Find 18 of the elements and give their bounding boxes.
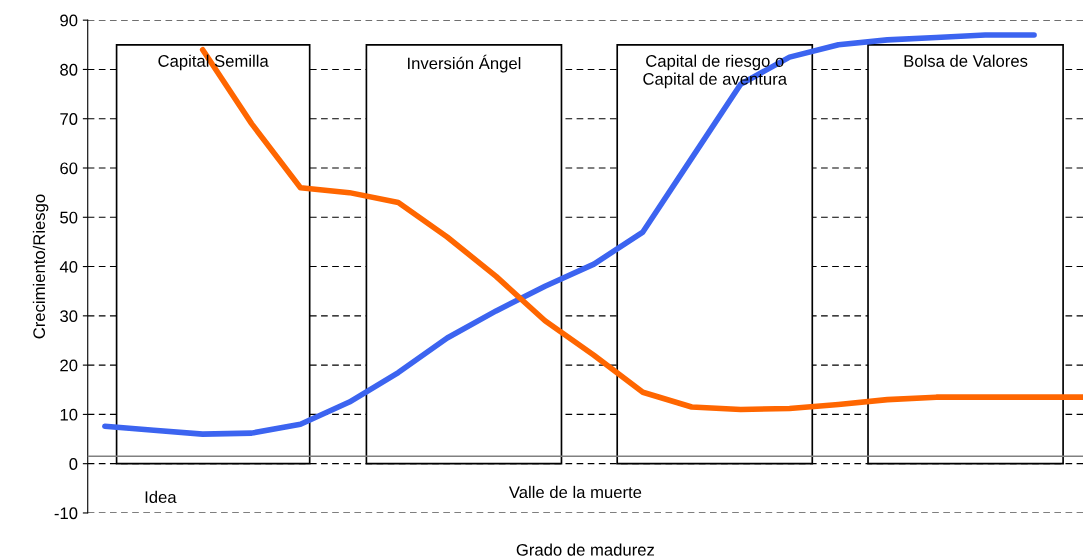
annotation: Inversión Ángel [408, 54, 521, 73]
annotation: Idea [145, 490, 177, 504]
annotation: Capital Semilla [158, 54, 269, 71]
y-axis-title: Crecimiento/Riesgo [32, 194, 49, 339]
y-tick-label: 0 [69, 458, 78, 470]
y-tick-label: 90 [60, 14, 78, 27]
y-tick-label: 60 [60, 162, 78, 175]
y-tick-label: 30 [60, 310, 78, 323]
y-tick-label: 80 [60, 63, 78, 76]
annotation: Bolsa de Valores [904, 54, 1028, 67]
annotation: Valle de la muerte [508, 485, 642, 499]
y-tick-label: -10 [54, 507, 78, 520]
y-tick-label: 40 [59, 260, 78, 273]
y-tick-label: 10 [60, 408, 78, 421]
y-tick-label: 70 [60, 113, 78, 125]
y-tick-label: 20 [60, 359, 78, 372]
x-axis-title: Grado de madurez [516, 543, 655, 556]
y-tick-label: 50 [60, 211, 78, 224]
